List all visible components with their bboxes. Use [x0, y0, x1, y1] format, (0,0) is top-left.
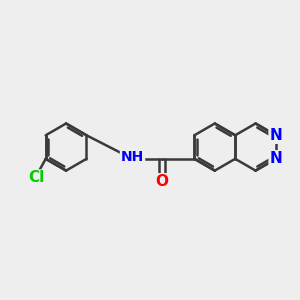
Text: N: N: [270, 151, 282, 166]
Text: NH: NH: [121, 150, 144, 164]
Text: O: O: [155, 174, 169, 189]
Text: N: N: [270, 128, 282, 143]
Text: Cl: Cl: [29, 170, 45, 185]
